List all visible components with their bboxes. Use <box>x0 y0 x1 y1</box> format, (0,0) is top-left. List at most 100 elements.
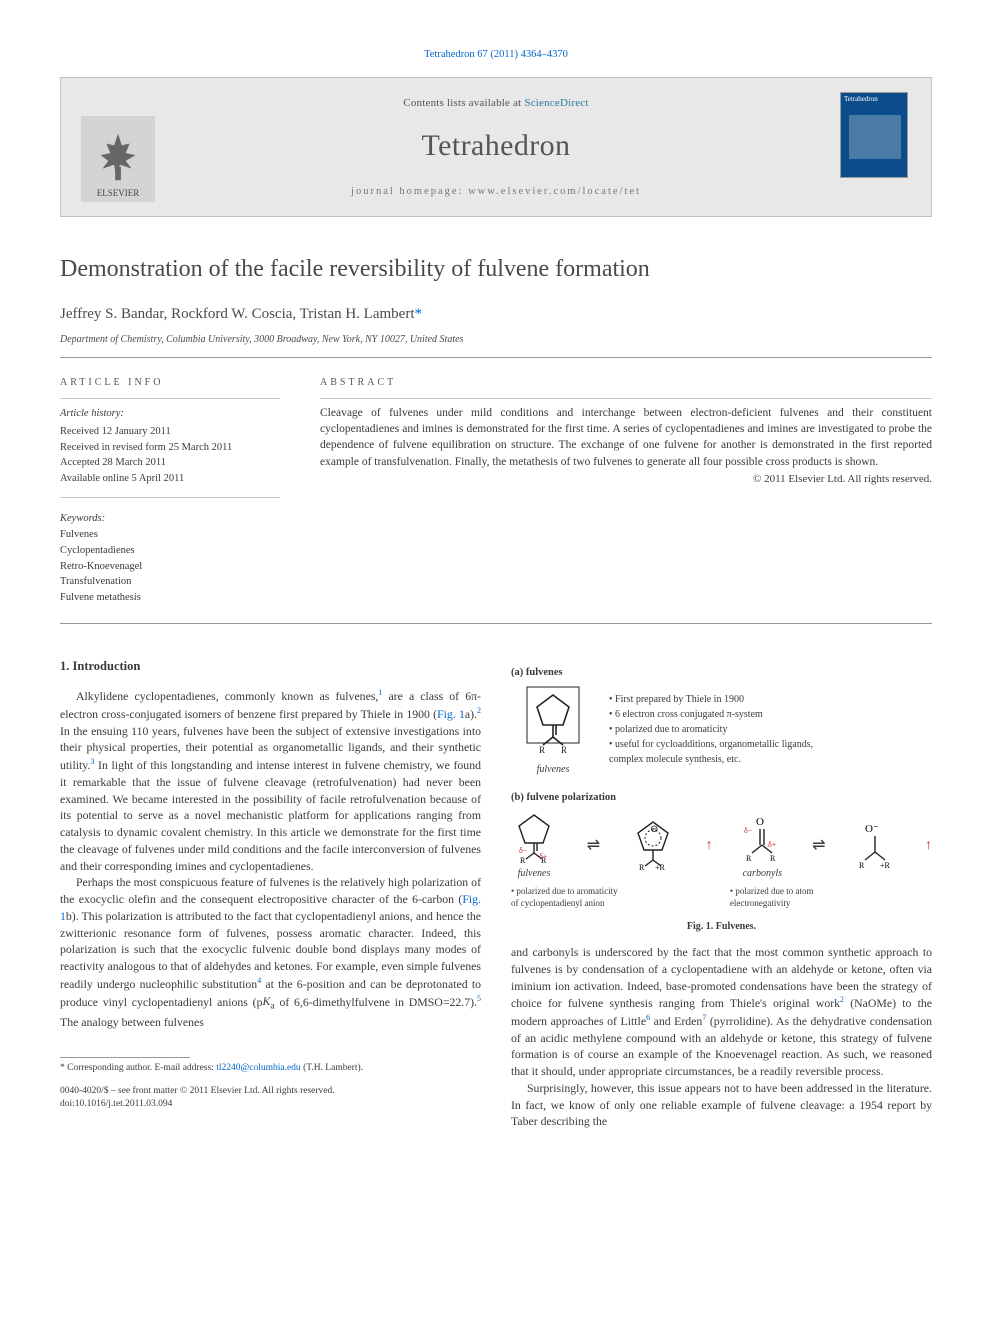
bullet: • First prepared by Thiele in 1900 <box>609 693 813 707</box>
svg-text:+R: +R <box>880 861 891 870</box>
carbonyl-icon: O R R δ− δ+ <box>742 811 782 863</box>
history-accepted: Accepted 28 March 2011 <box>60 456 280 471</box>
fig-part-a-label: (a) fulvenes <box>511 666 932 681</box>
sciencedirect-link[interactable]: ScienceDirect <box>524 97 588 109</box>
svg-text:O⁻: O⁻ <box>865 823 879 835</box>
intro-para-2: Perhaps the most conspicuous feature of … <box>60 874 481 1030</box>
ref-2[interactable]: 2 <box>477 706 481 715</box>
history-label: Article history: <box>60 407 280 422</box>
homepage-label: journal homepage: <box>351 186 468 197</box>
elsevier-tree-icon <box>89 127 147 187</box>
history-received: Received 12 January 2011 <box>60 425 280 440</box>
svg-text:δ−: δ− <box>744 826 753 835</box>
svg-text:δ−: δ− <box>519 846 528 855</box>
fig-a-bullets: • First prepared by Thiele in 1900 • 6 e… <box>609 693 813 768</box>
front-matter-line: 0040-4020/$ – see front matter © 2011 El… <box>60 1085 481 1098</box>
svg-text:R: R <box>561 745 567 755</box>
ref-5[interactable]: 5 <box>477 994 481 1003</box>
keyword: Retro-Knoevenagel <box>60 560 280 575</box>
contents-prefix: Contents lists available at <box>403 97 524 109</box>
bullet: • 6 electron cross conjugated π-system <box>609 708 813 722</box>
homepage-url[interactable]: www.elsevier.com/locate/tet <box>468 186 641 197</box>
fig-b-note-right: • polarized due to atom electronegativit… <box>730 885 932 910</box>
up-arrow-icon: ↑ <box>925 836 932 856</box>
resonance-arrow-icon: ⇌ <box>812 835 825 857</box>
struct-label: carbonyls <box>742 867 782 881</box>
svg-text:R: R <box>539 745 545 755</box>
fulvene-zwitterion: ⊖ R +R <box>630 818 676 874</box>
figure-caption: Fig. 1. Fulvenes. <box>511 920 932 934</box>
figure-1: (a) fulvenes R R fulven <box>511 666 932 934</box>
publisher-name: ELSEVIER <box>97 187 140 200</box>
keywords-label: Keywords: <box>60 512 280 527</box>
text: and Erden <box>650 1014 702 1028</box>
bullet: complex molecule synthesis, etc. <box>609 753 813 767</box>
text: In light of this longstanding and intens… <box>60 758 481 873</box>
fulvene-icon: R R <box>523 685 583 761</box>
keyword: Fulvene metathesis <box>60 591 280 606</box>
fulvene-structure: R R fulvenes <box>511 685 595 777</box>
front-matter-copyright: 0040-4020/$ – see front matter © 2011 El… <box>60 1085 481 1112</box>
paper-title: Demonstration of the facile reversibilit… <box>60 253 932 287</box>
right-col-para-1: and carbonyls is underscored by the fact… <box>511 944 932 1080</box>
bullet: • polarized due to aromaticity <box>609 723 813 737</box>
fulvene-neutral: RR δ− δ+ fulvenes <box>511 811 557 881</box>
pentagon-anion-icon: ⊖ R +R <box>630 818 676 870</box>
svg-text:δ+: δ+ <box>539 852 548 861</box>
fig-b-note-left: • polarized due to aromaticity of cyclop… <box>511 885 713 910</box>
cover-image-icon <box>849 115 901 159</box>
right-column: (a) fulvenes R R fulven <box>511 658 932 1130</box>
struct-label: fulvenes <box>511 867 557 881</box>
keyword: Transfulvenation <box>60 575 280 590</box>
history-online: Available online 5 April 2011 <box>60 472 280 487</box>
author-line: Jeffrey S. Bandar, Rockford W. Coscia, T… <box>60 304 932 325</box>
svg-text:δ+: δ+ <box>768 840 777 849</box>
oxyanion-icon: O⁻ R +R <box>855 818 895 870</box>
abstract-text: Cleavage of fulvenes under mild conditio… <box>320 405 932 469</box>
text: a). <box>465 707 477 721</box>
publisher-logo: ELSEVIER <box>75 92 161 202</box>
resonance-arrow-icon: ⇌ <box>587 835 600 857</box>
svg-text:+R: +R <box>655 863 666 870</box>
section-1-title: 1. Introduction <box>60 658 481 676</box>
footnote-tail: (T.H. Lambert). <box>301 1063 363 1073</box>
journal-name: Tetrahedron <box>161 125 831 167</box>
svg-text:R: R <box>859 861 865 870</box>
doi-line: doi:10.1016/j.tet.2011.03.094 <box>60 1098 481 1111</box>
author-names: Jeffrey S. Bandar, Rockford W. Coscia, T… <box>60 306 415 322</box>
carbonyl-neutral: O R R δ− δ+ carbonyls <box>742 811 782 881</box>
svg-text:O: O <box>756 816 764 828</box>
history-revised: Received in revised form 25 March 2011 <box>60 441 280 456</box>
affiliation: Department of Chemistry, Columbia Univer… <box>60 333 932 347</box>
right-col-para-2: Surprisingly, however, this issue appear… <box>511 1080 932 1130</box>
svg-text:R: R <box>746 854 752 863</box>
corresponding-footnote: * Corresponding author. E-mail address: … <box>60 1062 481 1075</box>
intro-para-1: Alkylidene cyclopentadienes, commonly kn… <box>60 687 481 874</box>
corresponding-author-mark[interactable]: * <box>415 306 423 322</box>
svg-text:⊖: ⊖ <box>650 824 658 835</box>
up-arrow-icon: ↑ <box>706 836 713 856</box>
carbonyl-zwitterion: O⁻ R +R <box>855 818 895 874</box>
footnote-rule <box>60 1057 190 1058</box>
svg-text:R: R <box>770 854 776 863</box>
keyword: Fulvenes <box>60 528 280 543</box>
text: Perhaps the most conspicuous feature of … <box>60 875 481 906</box>
homepage-line: journal homepage: www.elsevier.com/locat… <box>161 185 831 200</box>
cover-journal-label: Tetrahedron <box>844 95 878 103</box>
left-column: 1. Introduction Alkylidene cyclopentadie… <box>60 658 481 1130</box>
cover-thumbnail: Tetrahedron <box>831 92 917 202</box>
bullet: • useful for cycloadditions, organometal… <box>609 738 813 752</box>
fig-part-b-label: (b) fulvene polarization <box>511 791 932 806</box>
abstract-copyright: © 2011 Elsevier Ltd. All rights reserved… <box>320 472 932 487</box>
text: of 6,6-dimethylfulvene in DMSO=22.7). <box>275 994 477 1008</box>
journal-banner: ELSEVIER Contents lists available at Sci… <box>60 77 932 217</box>
contents-line: Contents lists available at ScienceDirec… <box>161 96 831 111</box>
fig1-link[interactable]: Fig. 1 <box>437 707 465 721</box>
pentagon-icon: RR δ− δ+ <box>511 811 557 863</box>
footnote-email[interactable]: tl2240@columbia.edu <box>216 1063 300 1073</box>
abstract-header: ABSTRACT <box>320 376 932 390</box>
text: The analogy between fulvenes <box>60 1015 204 1029</box>
svg-text:R: R <box>639 863 645 870</box>
text: Alkylidene cyclopentadienes, commonly kn… <box>76 689 378 703</box>
article-info-header: ARTICLE INFO <box>60 376 280 390</box>
